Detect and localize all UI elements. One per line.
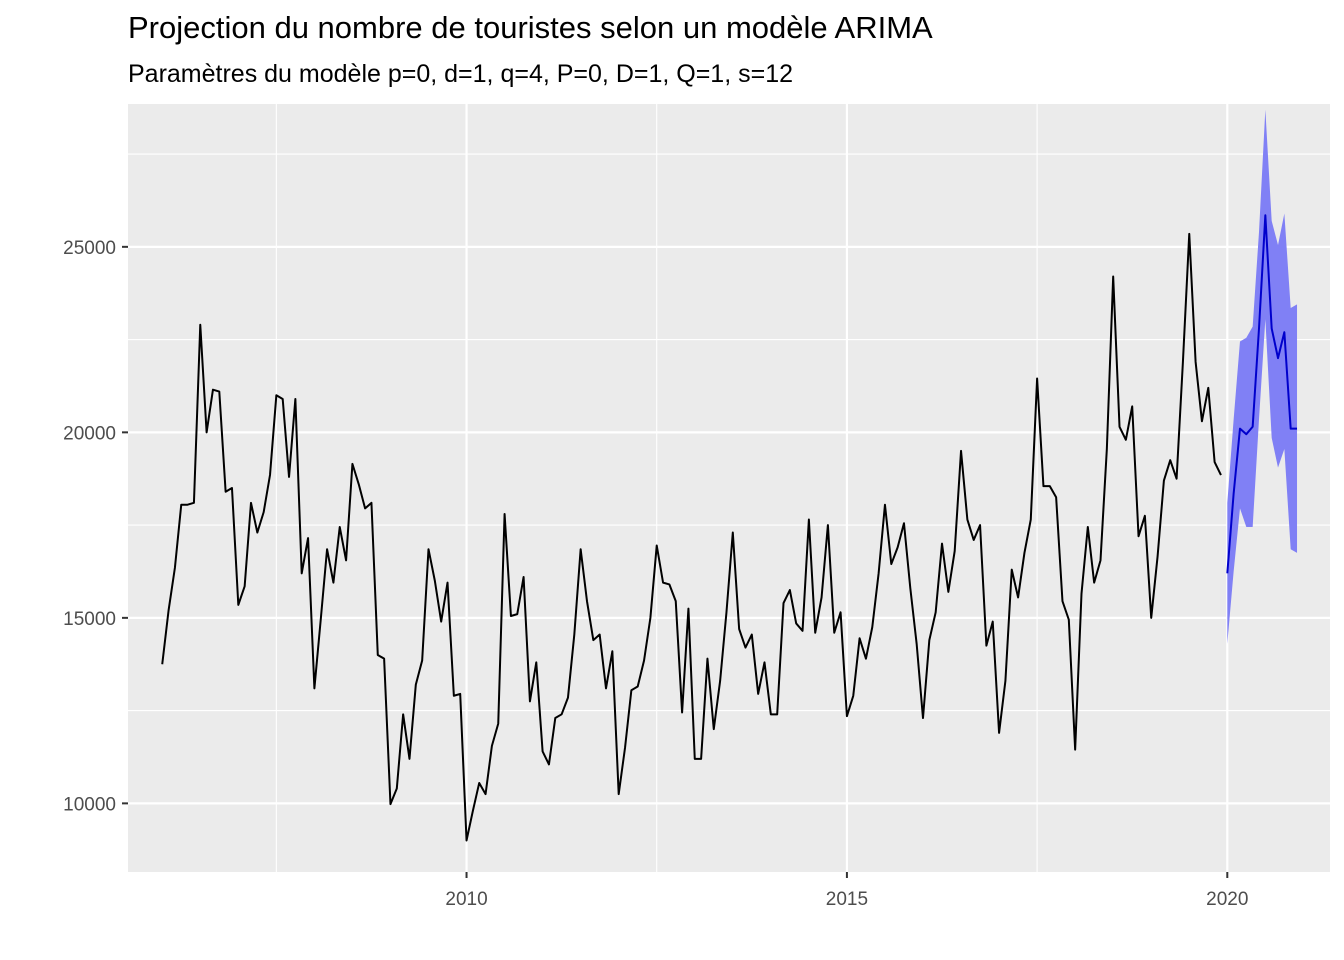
forecast-series-line — [1226, 214, 1298, 574]
prediction-interval-band — [1227, 109, 1298, 644]
x-tick-label: 2010 — [445, 889, 487, 910]
minor-gridlines — [128, 104, 1330, 872]
y-tick-label: 25000 — [63, 238, 116, 259]
observed-series-line — [161, 232, 1222, 842]
chart-title: Projection du nombre de touristes selon … — [128, 10, 933, 45]
y-tick-label: 15000 — [63, 609, 116, 630]
series-layer — [161, 214, 1298, 842]
interval-layer — [1227, 109, 1298, 644]
y-axis: 10000 15000 20000 25000 — [63, 238, 128, 815]
x-tick-label: 2020 — [1206, 889, 1248, 910]
y-tick-label: 10000 — [63, 794, 116, 815]
x-tick-label: 2015 — [826, 889, 868, 910]
chart-subtitle: Paramètres du modèle p=0, d=1, q=4, P=0,… — [128, 60, 794, 88]
x-axis: 2010 2015 2020 — [445, 872, 1248, 910]
y-tick-label: 20000 — [63, 423, 116, 444]
major-gridlines — [128, 104, 1330, 872]
plot-panel — [128, 104, 1330, 872]
